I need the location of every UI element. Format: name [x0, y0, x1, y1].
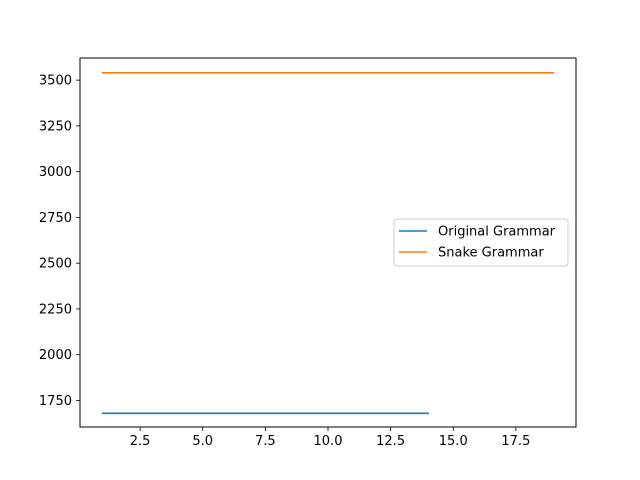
x-tick-label: 7.5	[255, 434, 276, 449]
legend-label: Original Grammar	[438, 225, 556, 240]
y-tick-label: 2250	[39, 302, 72, 317]
legend-box	[393, 218, 569, 267]
x-tick-label: 12.5	[376, 434, 405, 449]
y-tick-label: 3500	[39, 74, 72, 89]
legend: Original Grammar Snake Grammar	[393, 218, 569, 267]
y-tick-label: 2000	[39, 348, 72, 363]
x-tick-label: 5.0	[192, 434, 213, 449]
x-tick-label: 2.5	[130, 434, 151, 449]
x-tick-label: 17.5	[501, 434, 530, 449]
x-tick-label: 15.0	[439, 434, 468, 449]
y-tick-label: 1750	[39, 394, 72, 409]
y-tick-label: 3250	[39, 119, 72, 134]
y-tick-label: 3000	[39, 165, 72, 180]
legend-label: Snake Grammar	[438, 246, 544, 261]
x-tick-label: 10.0	[314, 434, 343, 449]
plot-area	[101, 72, 555, 415]
y-tick-label: 2500	[39, 257, 72, 272]
y-tick-label: 2750	[39, 211, 72, 226]
